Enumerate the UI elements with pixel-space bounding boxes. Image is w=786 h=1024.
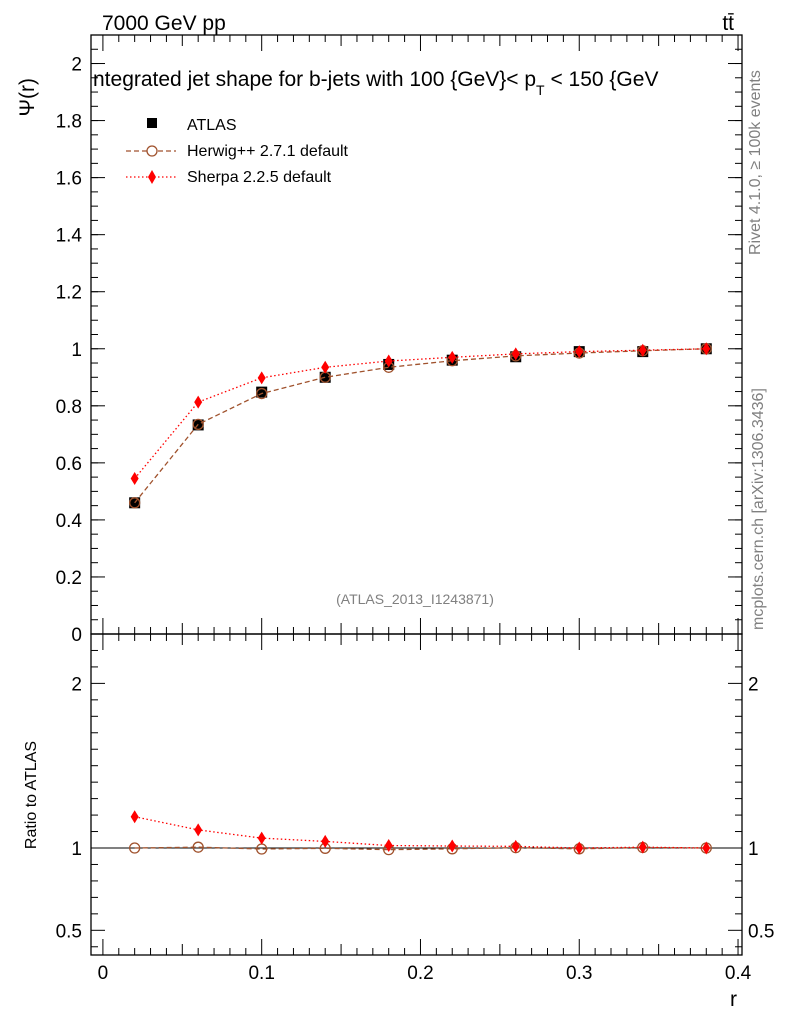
legend-sherpa-marker (148, 170, 156, 184)
main-sherpa-point (702, 342, 711, 356)
main-sherpa-point (448, 350, 457, 364)
ratio-y-tick-label-left: 0.5 (56, 921, 82, 942)
ratio-series-group (129, 810, 712, 856)
x-tick-label: 0 (98, 963, 109, 984)
ratio-sherpa-point (702, 841, 711, 855)
ratio-sherpa-point (638, 840, 647, 854)
main-y-tick-label: 0.6 (56, 454, 82, 475)
ratio-y-tick-label-right: 1 (748, 839, 759, 860)
analysis-watermark: (ATLAS_2013_I1243871) (336, 591, 494, 607)
ratio-sherpa-point (130, 810, 139, 824)
main-y-tick-label: 1 (71, 340, 82, 361)
ratio-y-tick-label-right: 2 (748, 674, 759, 695)
mcplots-label: mcplots.cern.ch [arXiv:1306.3436] (750, 388, 767, 630)
ratio-y-tick-label-left: 2 (71, 674, 82, 695)
main-sherpa-point (194, 395, 203, 409)
main-sherpa-line (134, 348, 707, 479)
ratio-sherpa-line (134, 816, 707, 849)
main-y-axis-title: Ψ(r) (16, 78, 39, 117)
ratio-sherpa-point (321, 834, 330, 848)
main-atlas-point (319, 371, 331, 383)
x-tick-label: 0.3 (566, 963, 592, 984)
main-y-tick-label: 1.2 (56, 283, 82, 304)
x-axis: 0 0.1 0.2 0.3 0.4 (98, 35, 752, 984)
x-tick-label: 0.2 (407, 963, 433, 984)
main-y-axis: 0 0.2 0.4 0.6 0.8 1 1.2 1.4 1.6 1.8 2 (56, 34, 742, 646)
ratio-y-tick-label-right: 0.5 (748, 921, 774, 942)
x-axis-title: r (730, 988, 737, 1011)
legend: ATLAS Herwig++ 2.7.1 default Sherpa 2.2.… (126, 117, 349, 186)
ratio-sherpa-point (575, 841, 584, 855)
ratio-y-tick-label-left: 1 (71, 839, 82, 860)
main-herwig-line (134, 348, 707, 504)
main-sherpa-point (130, 472, 139, 486)
legend-atlas-marker (147, 118, 157, 128)
main-sherpa-point (384, 354, 393, 368)
main-herwig-point (129, 497, 141, 509)
main-herwig-point (192, 418, 204, 431)
ratio-sherpa-point (511, 839, 520, 853)
main-sherpa-point (321, 360, 330, 374)
ratio-sherpa-point (257, 831, 266, 845)
ratio-y-axis-title: Ratio to ATLAS (23, 741, 40, 849)
legend-herwig-label: Herwig++ 2.7.1 default (187, 143, 349, 160)
ratio-sherpa-point (448, 839, 457, 853)
ratio-herwig-point (192, 841, 204, 853)
ratio-herwig-line (134, 846, 707, 851)
main-atlas-point (256, 386, 268, 398)
main-y-tick-label: 1.4 (56, 226, 83, 247)
rivet-version-label: Rivet 4.1.0, ≥ 100k events (747, 70, 764, 255)
main-series-group (129, 342, 712, 509)
legend-herwig-marker (146, 145, 158, 157)
main-herwig-point (256, 387, 268, 400)
ratio-sherpa-point (384, 839, 393, 853)
main-y-tick-label: 0.8 (56, 397, 82, 418)
plot-title: ntegrated jet shape for b-jets with 100 … (93, 68, 658, 98)
ratio-sherpa-point (194, 823, 203, 837)
process-label: tt̄ (722, 12, 734, 35)
main-sherpa-point (257, 371, 266, 385)
ratio-panel-frame (90, 633, 743, 956)
ratio-y-axis: 0.5 0.5 1 1 2 2 (56, 649, 774, 948)
ratio-herwig-point (129, 842, 141, 854)
main-y-tick-label: 0 (71, 625, 82, 646)
x-tick-label: 0.1 (248, 963, 274, 984)
main-sherpa-point (638, 343, 647, 357)
energy-label: 7000 GeV pp (102, 12, 226, 35)
main-y-tick-label: 0.4 (56, 511, 83, 532)
main-y-tick-label: 2 (71, 55, 82, 76)
main-sherpa-point (575, 345, 584, 359)
main-y-tick-label: 1.6 (56, 169, 82, 190)
legend-atlas-label: ATLAS (187, 117, 237, 134)
main-sherpa-point (511, 347, 520, 361)
main-y-tick-label: 0.2 (56, 568, 82, 589)
main-y-tick-label: 1.8 (56, 112, 82, 133)
legend-sherpa-label: Sherpa 2.2.5 default (187, 169, 332, 186)
x-tick-label: 0.4 (725, 963, 752, 984)
